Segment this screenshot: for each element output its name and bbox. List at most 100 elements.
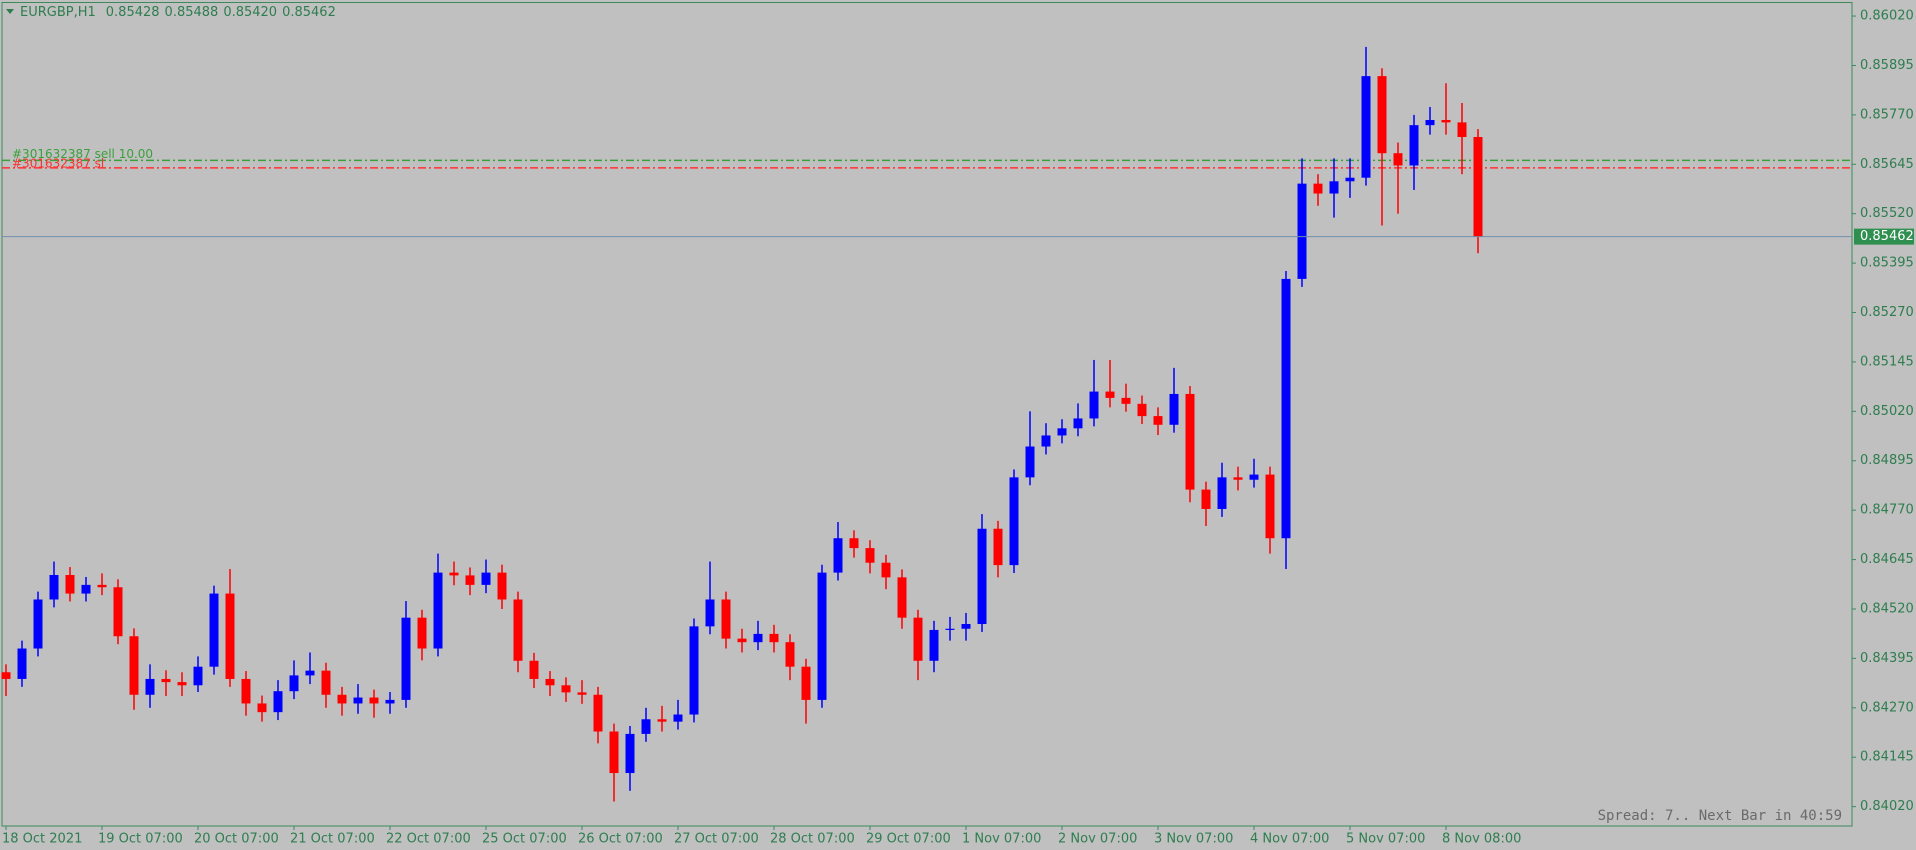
candle-body	[417, 617, 427, 649]
candle-body	[1313, 183, 1323, 194]
y-tick-label: 0.85770	[1860, 107, 1914, 122]
candle-body	[1409, 125, 1419, 166]
x-tick-label: 8 Nov 08:00	[1442, 832, 1521, 847]
candle-body	[497, 572, 507, 600]
candle-body	[1025, 446, 1035, 478]
candle-body	[401, 617, 411, 700]
price-label: 0.85462	[1860, 229, 1914, 244]
candle-body	[1345, 177, 1355, 182]
candle-body	[1297, 183, 1307, 279]
order-label: #301632387 sl	[12, 156, 104, 170]
candle-body	[769, 633, 779, 643]
y-tick-label: 0.85395	[1860, 256, 1914, 271]
candle-body	[513, 599, 523, 661]
candle-body	[1249, 474, 1259, 480]
candle-body	[1169, 393, 1179, 425]
candle-body	[913, 617, 923, 661]
candle-body	[1233, 477, 1243, 480]
candle-body	[1073, 418, 1083, 429]
x-tick-label: 22 Oct 07:00	[386, 832, 471, 847]
x-tick-label: 26 Oct 07:00	[578, 832, 663, 847]
candle-body	[1, 672, 11, 679]
collapse-icon[interactable]	[6, 9, 14, 14]
x-tick-label: 28 Oct 07:00	[770, 832, 855, 847]
y-tick-label: 0.84645	[1860, 552, 1914, 567]
candle-body	[481, 572, 491, 585]
x-tick-label: 27 Oct 07:00	[674, 832, 759, 847]
candle-body	[945, 628, 955, 630]
candle-body	[353, 697, 363, 704]
candle-body	[1201, 489, 1211, 509]
candle-body	[433, 572, 443, 649]
candle-body	[561, 685, 571, 693]
candle-body	[689, 626, 699, 715]
candle-body	[1329, 181, 1339, 194]
candle-body	[1393, 153, 1403, 166]
x-tick-label: 1 Nov 07:00	[962, 832, 1041, 847]
candle-body	[1009, 477, 1019, 566]
candle-body	[465, 575, 475, 585]
candle-body	[897, 577, 907, 618]
x-tick-label: 18 Oct 2021	[2, 832, 82, 847]
status-text: Spread: 7.. Next Bar in 40:59	[1598, 808, 1842, 824]
candle-body	[1441, 120, 1451, 123]
chart-header: EURGBP,H1 0.85428 0.85488 0.85420 0.85462	[20, 5, 336, 20]
candle-body	[225, 593, 235, 679]
candle-body	[625, 733, 635, 774]
candle-body	[1057, 428, 1067, 436]
candle-body	[817, 572, 827, 700]
y-tick-label: 0.84145	[1860, 750, 1914, 765]
candle-body	[641, 719, 651, 734]
y-tick-label: 0.84770	[1860, 503, 1914, 518]
x-tick-label: 29 Oct 07:00	[866, 832, 951, 847]
candle-body	[737, 638, 747, 643]
candle-body	[673, 714, 683, 722]
candle-body	[833, 538, 843, 573]
plot-frame	[1, 2, 1853, 827]
y-tick-label: 0.84895	[1860, 453, 1914, 468]
candle-body	[721, 599, 731, 639]
quote-high: 0.85488	[165, 5, 219, 20]
y-tick-label: 0.85145	[1860, 354, 1914, 369]
candle-body	[801, 666, 811, 700]
candle-body	[1137, 403, 1147, 417]
candle-body	[209, 593, 219, 667]
candle-body	[33, 599, 43, 649]
candle-body	[289, 675, 299, 692]
y-tick-label: 0.85020	[1860, 404, 1914, 419]
x-tick-label: 21 Oct 07:00	[290, 832, 375, 847]
candle-body	[545, 678, 555, 686]
candle-body	[1457, 122, 1467, 138]
candle-body	[929, 629, 939, 661]
candle-body	[1217, 477, 1227, 509]
y-tick-label: 0.85270	[1860, 305, 1914, 320]
x-tick-label: 20 Oct 07:00	[194, 832, 279, 847]
candle-body	[129, 636, 139, 695]
candle-body	[849, 538, 859, 549]
candle-body	[1185, 393, 1195, 490]
candle-body	[865, 548, 875, 563]
candle-body	[257, 703, 267, 713]
candle-body	[1041, 435, 1051, 447]
price-label-bg	[1854, 228, 1914, 245]
candle-body	[1361, 76, 1371, 178]
candle-body	[1153, 416, 1163, 425]
symbol: EURGBP,H1	[20, 5, 96, 20]
y-tick-label: 0.84270	[1860, 700, 1914, 715]
candle-body	[993, 528, 1003, 566]
candle-body	[1121, 397, 1131, 404]
y-tick-label: 0.85895	[1860, 58, 1914, 73]
x-tick-label: 3 Nov 07:00	[1154, 832, 1233, 847]
x-tick-label: 19 Oct 07:00	[98, 832, 183, 847]
candle-body	[577, 692, 587, 695]
y-tick-label: 0.84520	[1860, 601, 1914, 616]
candle-body	[369, 697, 379, 704]
candle-body	[609, 731, 619, 774]
candle-body	[1089, 391, 1099, 419]
candle-body	[1281, 278, 1291, 539]
candle-body	[881, 562, 891, 578]
candle-body	[113, 587, 123, 637]
